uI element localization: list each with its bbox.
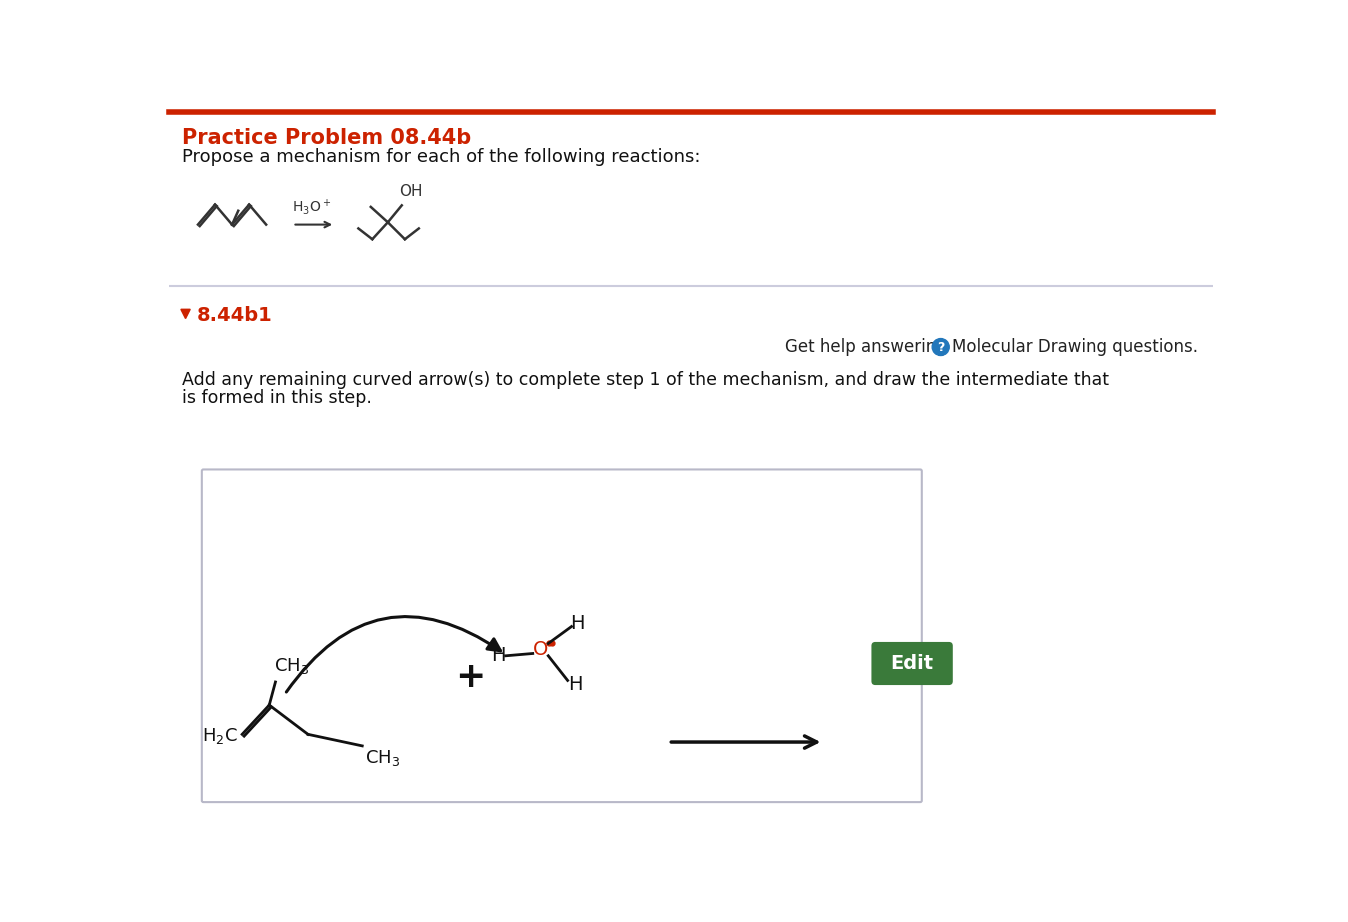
FancyBboxPatch shape bbox=[871, 642, 953, 685]
Text: $\mathregular{H_3O^+}$: $\mathregular{H_3O^+}$ bbox=[293, 197, 332, 217]
Text: ?: ? bbox=[937, 340, 945, 353]
Text: 8.44b1: 8.44b1 bbox=[197, 306, 272, 325]
Text: is formed in this step.: is formed in this step. bbox=[182, 389, 372, 408]
Text: Propose a mechanism for each of the following reactions:: Propose a mechanism for each of the foll… bbox=[182, 148, 701, 166]
Text: O: O bbox=[532, 640, 549, 659]
Text: $\mathregular{CH_3}$: $\mathregular{CH_3}$ bbox=[274, 656, 309, 676]
FancyArrowPatch shape bbox=[286, 617, 500, 692]
Text: Edit: Edit bbox=[891, 654, 934, 673]
Text: $\mathregular{CH_3}$: $\mathregular{CH_3}$ bbox=[364, 748, 400, 768]
Text: Get help answering Molecular Drawing questions.: Get help answering Molecular Drawing que… bbox=[785, 338, 1198, 356]
FancyBboxPatch shape bbox=[202, 469, 922, 802]
Text: Practice Problem 08.44b: Practice Problem 08.44b bbox=[182, 127, 472, 148]
Polygon shape bbox=[181, 309, 190, 318]
Text: OH: OH bbox=[399, 184, 423, 199]
Text: H: H bbox=[570, 614, 585, 633]
Text: Add any remaining curved arrow(s) to complete step 1 of the mechanism, and draw : Add any remaining curved arrow(s) to com… bbox=[182, 371, 1109, 389]
Text: +: + bbox=[456, 659, 485, 693]
Text: H: H bbox=[492, 646, 506, 666]
Circle shape bbox=[933, 338, 949, 356]
Text: H: H bbox=[568, 675, 582, 693]
Text: $\mathregular{H_2C}$: $\mathregular{H_2C}$ bbox=[202, 726, 239, 746]
